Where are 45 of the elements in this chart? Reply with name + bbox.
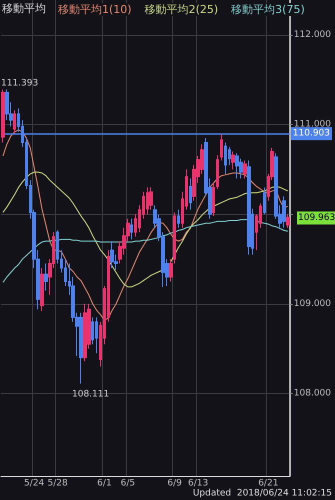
candlestick bbox=[286, 214, 290, 228]
text: 109.963 bbox=[298, 213, 335, 223]
x-tick-label: 5/28 bbox=[47, 478, 68, 488]
candlestick bbox=[247, 160, 251, 256]
x-tick-label: 6/9 bbox=[167, 478, 182, 488]
candlestick bbox=[224, 142, 227, 174]
candlestick bbox=[110, 240, 114, 269]
text: 移動平均1(10) bbox=[58, 3, 132, 16]
candlestick bbox=[212, 182, 215, 217]
annotation: 111.393 bbox=[1, 78, 38, 88]
candlestick bbox=[189, 178, 192, 210]
y-tick-label: 108.000 bbox=[294, 388, 332, 399]
x-tick-label: 5/24 bbox=[24, 478, 45, 488]
y-tick-label: 111.000 bbox=[294, 120, 332, 130]
x-tick-label: 6/1 bbox=[97, 478, 112, 488]
y-tick-label: 109.000 bbox=[294, 298, 332, 309]
x-tick-label: 6/5 bbox=[120, 478, 136, 488]
x-tick-label: 6/21 bbox=[258, 478, 278, 488]
candlestick bbox=[216, 154, 219, 190]
x-tick-label: 6/13 bbox=[188, 478, 208, 488]
candlestick bbox=[177, 209, 180, 228]
text: 移動平均3(75) bbox=[231, 3, 305, 16]
candlestick bbox=[231, 150, 235, 170]
legend-title: 移動平均 bbox=[2, 2, 46, 15]
candlestick bbox=[149, 186, 153, 210]
line-series bbox=[2, 129, 288, 321]
text: 移動平均2(25) bbox=[144, 3, 218, 16]
y-tick-label: 112.000 bbox=[294, 30, 332, 40]
candlestick bbox=[1, 89, 5, 144]
candlestick bbox=[243, 160, 247, 179]
ref-line-label: 110.903 bbox=[292, 128, 330, 139]
candlestick bbox=[263, 186, 266, 215]
candlestick bbox=[13, 110, 16, 134]
candlestick bbox=[282, 196, 286, 228]
candlestick bbox=[130, 218, 133, 240]
candlestick bbox=[40, 268, 44, 312]
text: Updated 2018/06/24 11:02:15 bbox=[192, 488, 332, 498]
candlestick bbox=[235, 152, 239, 179]
candlestick bbox=[95, 316, 98, 354]
candlestick bbox=[220, 134, 223, 161]
candlestick bbox=[83, 303, 87, 362]
candlestick bbox=[44, 263, 48, 291]
annotation: 108.111 bbox=[72, 390, 110, 400]
candlestick bbox=[79, 312, 83, 384]
candlestick bbox=[146, 186, 149, 215]
